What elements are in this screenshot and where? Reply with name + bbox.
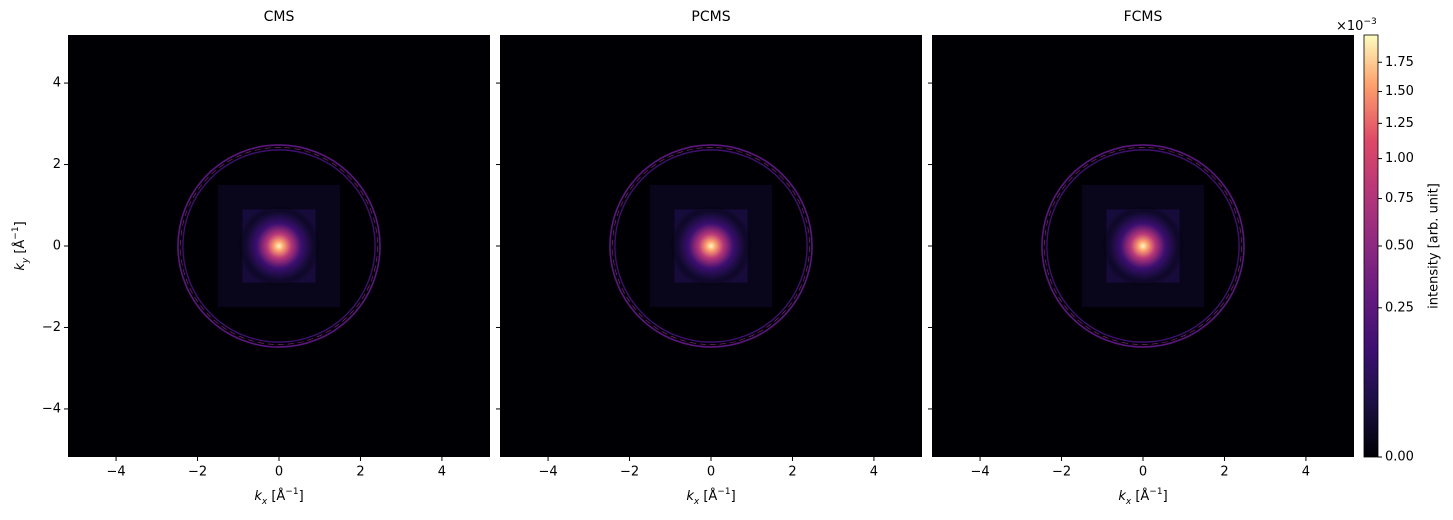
ring-outer xyxy=(177,144,381,348)
x-tick-label: −4 xyxy=(538,465,557,480)
colorbar-label: intensity [arb. unit] xyxy=(1427,183,1442,309)
ring-inner xyxy=(182,149,376,343)
ring-outer xyxy=(1041,144,1245,348)
colorbar-tick-label: 0.75 xyxy=(1385,191,1414,206)
ring-inner xyxy=(614,149,808,343)
x-tick-label: 2 xyxy=(356,465,364,480)
y-tick-label: −4 xyxy=(42,401,61,416)
panel-title: PCMS xyxy=(691,9,730,25)
panel-title: CMS xyxy=(264,9,295,25)
x-axis-label: kx​ [Å−1​] xyxy=(1118,487,1167,507)
colorbar-tick-label: 1.00 xyxy=(1385,151,1414,166)
x-tick-label: 2 xyxy=(1220,465,1228,480)
x-tick-label: 2 xyxy=(788,465,796,480)
colorbar-offset: ×10−3​ xyxy=(1336,17,1377,34)
y-axis-label: ky​ [Å−1​] xyxy=(11,221,31,270)
x-tick-label: 0 xyxy=(275,465,283,480)
x-tick-label: −4 xyxy=(106,465,125,480)
x-tick-label: 4 xyxy=(870,465,878,480)
y-tick-label: 4 xyxy=(53,76,61,91)
x-tick-label: 0 xyxy=(707,465,715,480)
y-tick-label: −2 xyxy=(42,320,61,335)
ring-mid xyxy=(612,147,810,345)
ring-inner xyxy=(1046,149,1240,343)
center-peak xyxy=(238,205,320,287)
colorbar xyxy=(1363,34,1379,458)
ring-mid xyxy=(180,147,378,345)
colorbar-tick-label: 1.25 xyxy=(1385,116,1414,131)
colorbar-tick-label: 1.50 xyxy=(1385,84,1414,99)
x-axis-label: kx​ [Å−1​] xyxy=(686,487,735,507)
colorbar-tick-label: 0.50 xyxy=(1385,239,1414,254)
colorbar-tick-label: 1.75 xyxy=(1385,55,1414,70)
panel-title: FCMS xyxy=(1124,9,1163,25)
x-tick-label: 4 xyxy=(438,465,446,480)
x-axis-label: kx​ [Å−1​] xyxy=(254,487,303,507)
y-tick-label: 0 xyxy=(53,239,61,254)
x-tick-label: −2 xyxy=(1052,465,1071,480)
x-tick-label: 0 xyxy=(1139,465,1147,480)
colorbar-tick-label: 0.00 xyxy=(1385,450,1414,465)
colorbar-tick-label: 0.25 xyxy=(1385,300,1414,315)
y-tick-label: 2 xyxy=(53,157,61,172)
x-tick-label: 4 xyxy=(1302,465,1310,480)
x-tick-label: −2 xyxy=(620,465,639,480)
center-peak xyxy=(1102,205,1184,287)
ring-outer xyxy=(609,144,813,348)
ring-mid xyxy=(1044,147,1242,345)
x-tick-label: −2 xyxy=(188,465,207,480)
center-peak xyxy=(670,205,752,287)
x-tick-label: −4 xyxy=(970,465,989,480)
